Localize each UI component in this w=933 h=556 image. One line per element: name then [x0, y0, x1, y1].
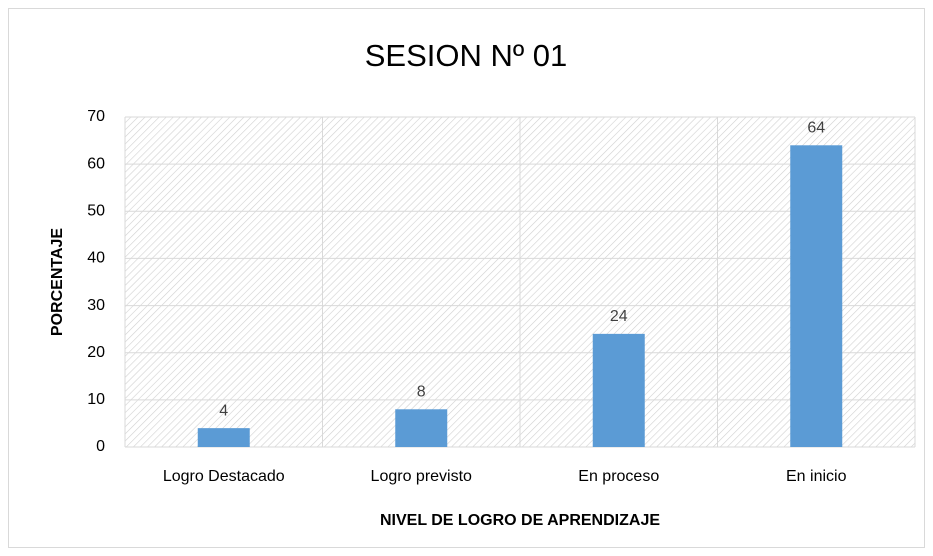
chart-title: SESION Nº 01: [365, 38, 568, 73]
bar: [592, 333, 645, 447]
y-tick-label: 50: [87, 203, 105, 220]
x-axis-label: NIVEL DE LOGRO DE APRENDIZAJE: [380, 512, 660, 529]
y-tick-label: 60: [87, 155, 105, 172]
y-tick-label: 40: [87, 250, 105, 267]
y-tick-label: 0: [96, 438, 105, 455]
x-tick-label: En inicio: [786, 468, 847, 485]
x-tick-label: Logro previsto: [371, 468, 472, 485]
x-tick-label: Logro Destacado: [163, 468, 285, 485]
x-tick-label: En proceso: [578, 468, 659, 485]
y-axis-label: PORCENTAJE: [49, 228, 66, 336]
y-tick-label: 20: [87, 344, 105, 361]
bar: [395, 409, 448, 447]
bar: [790, 145, 843, 448]
data-label: 4: [219, 402, 228, 419]
y-tick-label: 10: [87, 391, 105, 408]
data-label: 24: [610, 308, 628, 325]
y-tick-label: 70: [87, 108, 105, 125]
bar: [197, 428, 250, 447]
y-tick-label: 30: [87, 297, 105, 314]
data-label: 8: [417, 384, 426, 401]
data-label: 64: [807, 120, 825, 137]
